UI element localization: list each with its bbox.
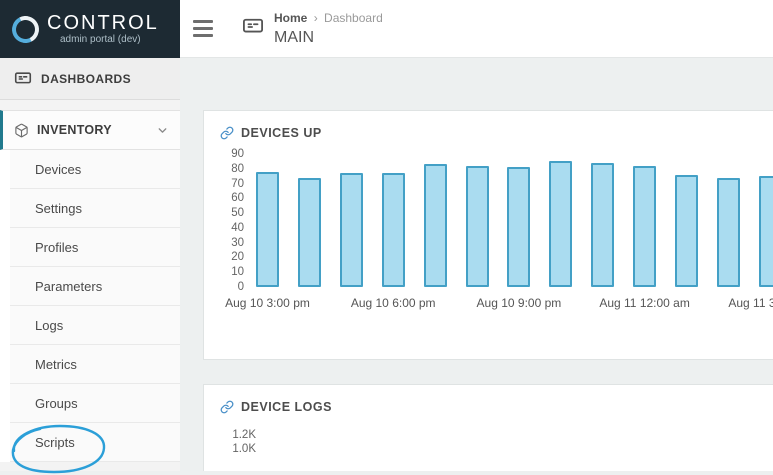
sidebar-item-label: Groups (35, 396, 78, 411)
y-tick-label: 50 (218, 207, 244, 219)
hamburger-icon (193, 27, 213, 30)
sidebar-item-label: Scripts (35, 435, 75, 450)
bar (507, 167, 530, 287)
sidebar-item-groups[interactable]: Groups (10, 384, 180, 423)
sidebar-item-profiles[interactable]: Profiles (10, 228, 180, 267)
sidebar-item-devices[interactable]: Devices (10, 150, 180, 189)
bar (759, 176, 773, 287)
device-logs-card: DEVICE LOGS 1.2K1.0K (203, 384, 773, 471)
brand-header: CONTROL admin portal (dev) (0, 0, 180, 58)
breadcrumb-separator: › (314, 11, 318, 25)
bar (633, 166, 656, 287)
devices-up-card-header: DEVICES UP (204, 111, 773, 140)
brand-text: CONTROL admin portal (dev) (47, 13, 159, 45)
bar (298, 178, 321, 287)
dashboards-icon (14, 71, 32, 87)
devices-up-plot (256, 154, 773, 287)
sidebar-item-label: Parameters (35, 279, 102, 294)
sidebar: DASHBOARDS INVENTORY Devices Settings Prof… (0, 58, 180, 471)
topbar: Home › Dashboard MAIN (180, 0, 773, 58)
sidebar-items: Devices Settings Profiles Parameters Logs Met… (0, 150, 180, 462)
link-icon[interactable] (220, 400, 234, 414)
sidebar-item-label: Settings (35, 201, 82, 216)
y-tick-label: 10 (218, 266, 244, 278)
sidebar-item-parameters[interactable]: Parameters (10, 267, 180, 306)
sidebar-item-label: Devices (35, 162, 81, 177)
brand-subtitle: admin portal (dev) (60, 34, 159, 45)
menu-toggle-button[interactable] (180, 0, 226, 58)
sidebar-group-inventory[interactable]: INVENTORY (0, 110, 180, 150)
link-icon[interactable] (220, 126, 234, 140)
brand-logo-icon (8, 12, 42, 46)
y-tick-label: 30 (218, 237, 244, 249)
chevron-down-icon[interactable] (156, 124, 169, 137)
device-logs-title: DEVICE LOGS (241, 400, 332, 414)
x-tick-label: Aug 10 9:00 pm (477, 296, 562, 310)
devices-up-title: DEVICES UP (241, 126, 322, 140)
bar (549, 161, 572, 287)
sidebar-item-settings[interactable]: Settings (10, 189, 180, 228)
device-logs-y-axis: 1.2K1.0K (228, 428, 773, 456)
hamburger-icon (193, 34, 213, 37)
y-tick-label: 90 (218, 148, 244, 160)
main-content: DEVICES UP 90 80 70 60 50 40 30 20 10 0 Aug 10 3:… (180, 58, 773, 471)
y-tick-label: 40 (218, 222, 244, 234)
devices-up-y-axis: 9080706050403020100 (218, 154, 244, 287)
y-tick-label: 70 (218, 178, 244, 190)
breadcrumb-current: Dashboard (324, 11, 383, 25)
y-tick-label: 60 (218, 192, 244, 204)
sidebar-item-label: Profiles (35, 240, 78, 255)
sidebar-item-scripts[interactable]: Scripts (10, 423, 180, 462)
bar (424, 164, 447, 287)
y-tick-label: 20 (218, 251, 244, 263)
bar (340, 173, 363, 287)
bar (675, 175, 698, 287)
bar (256, 172, 279, 287)
devices-up-x-axis: Aug 10 3:00 pmAug 10 6:00 pmAug 10 9:00 … (256, 291, 773, 311)
x-tick-label: Aug 11 12:00 am (599, 296, 690, 310)
devices-up-card: DEVICES UP 90 80 70 60 50 40 30 20 10 0 Aug 10 3:… (203, 110, 773, 360)
x-tick-label: Aug 11 3:00 am (728, 296, 773, 310)
brand-name: CONTROL (47, 13, 159, 33)
x-tick-label: Aug 10 6:00 pm (351, 296, 436, 310)
sidebar-section-label: DASHBOARDS (41, 72, 131, 86)
sidebar-section-dashboards[interactable]: DASHBOARDS (0, 58, 180, 100)
device-logs-card-header: DEVICE LOGS (204, 385, 773, 414)
y-tick-label: 1.2K (228, 428, 256, 442)
sidebar-group-label: INVENTORY (37, 123, 112, 137)
y-tick-label: 0 (218, 281, 244, 293)
hamburger-icon (193, 20, 213, 23)
package-icon (14, 123, 29, 138)
bar (717, 178, 740, 287)
bar (466, 166, 489, 287)
x-tick-label: Aug 10 3:00 pm (225, 296, 310, 310)
bar (382, 173, 405, 287)
breadcrumb-text: Home › Dashboard MAIN (274, 11, 383, 47)
sidebar-item-label: Metrics (35, 357, 77, 372)
breadcrumb: Home › Dashboard MAIN (242, 11, 383, 47)
breadcrumb-home-link[interactable]: Home (274, 11, 307, 25)
monitor-icon (242, 17, 264, 37)
sidebar-item-logs[interactable]: Logs (10, 306, 180, 345)
sidebar-item-metrics[interactable]: Metrics (10, 345, 180, 384)
y-tick-label: 1.0K (228, 442, 256, 456)
sidebar-item-label: Logs (35, 318, 63, 333)
devices-up-chart: 9080706050403020100 Aug 10 3:00 pmAug 10… (218, 154, 773, 311)
bar (591, 163, 614, 287)
page-title: MAIN (274, 29, 383, 47)
y-tick-label: 80 (218, 163, 244, 175)
